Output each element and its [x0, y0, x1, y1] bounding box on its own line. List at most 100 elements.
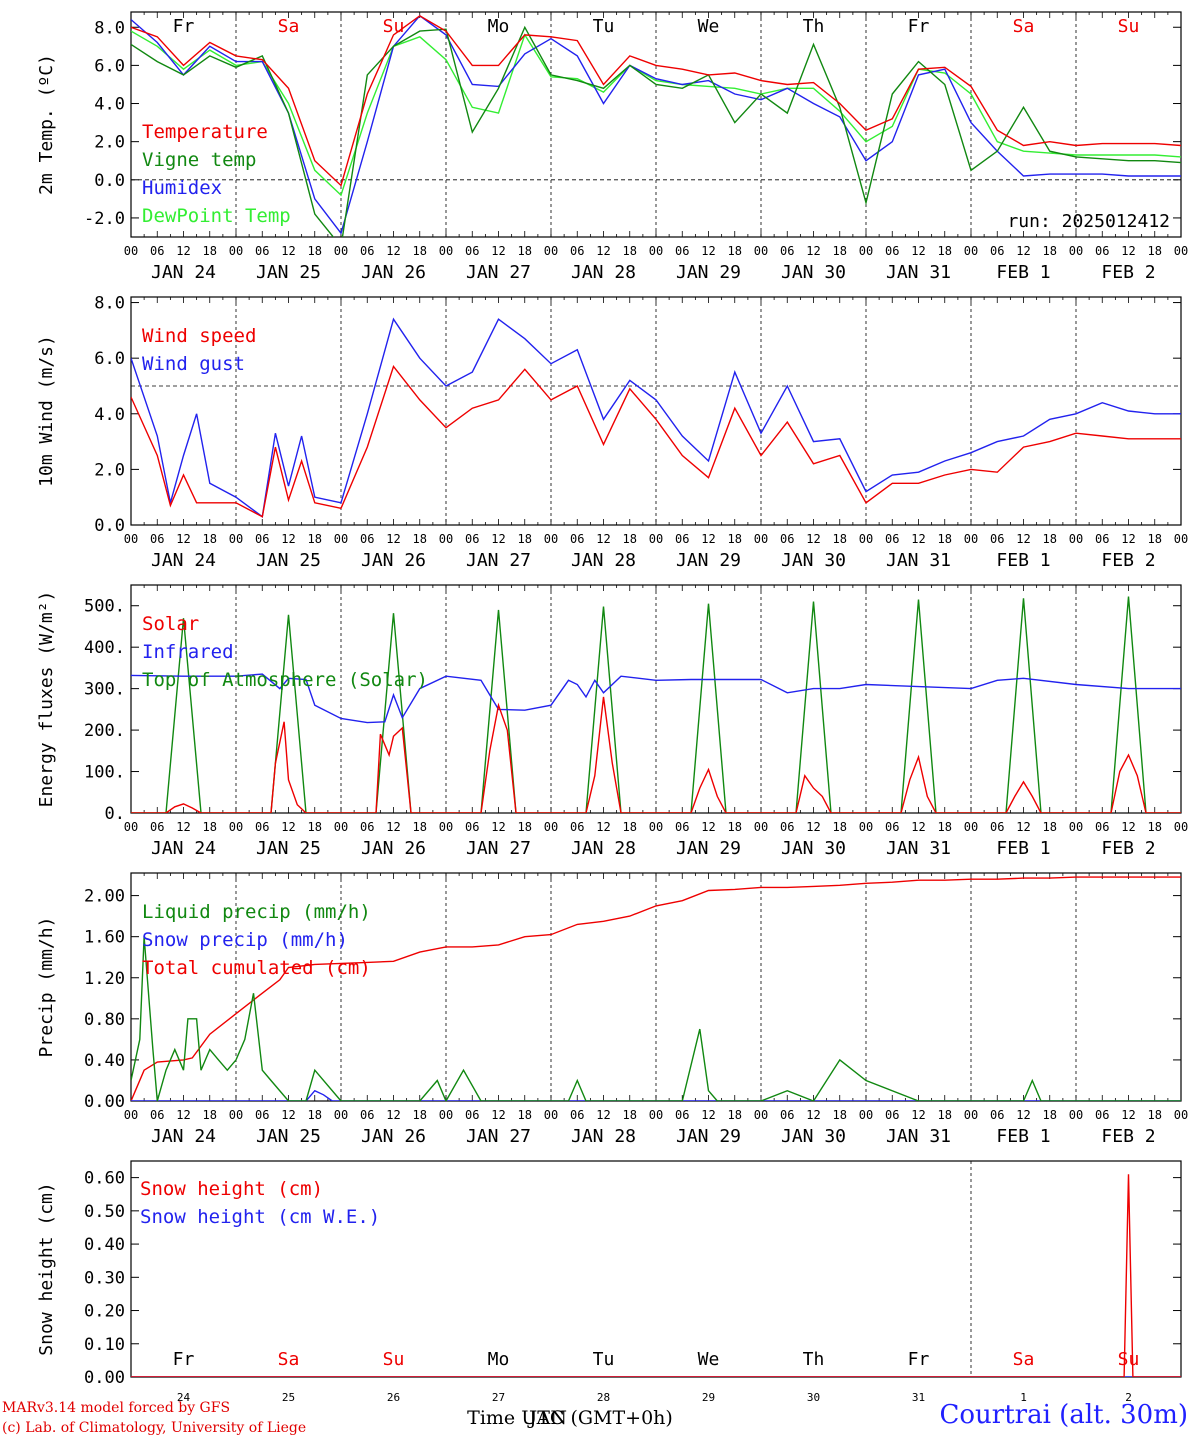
date-label: JAN 25	[256, 550, 321, 571]
x-tick-label: 00	[1069, 820, 1083, 834]
chart-panel-3: 00 06 12 18 00 06 12 18 00 06 12 18 00 06 12 18 00 06 12 18…	[36, 584, 1188, 859]
x-tick-label: 18	[308, 1108, 322, 1122]
y-tick-label: 500.	[84, 597, 125, 617]
x-tick-label: 00	[124, 532, 138, 546]
x-tick-label: 18	[1043, 1108, 1057, 1122]
x-tick-label: 06	[465, 1108, 479, 1122]
x-tick-label: 06	[150, 1108, 164, 1122]
y-tick-label: 4.0	[94, 95, 125, 115]
x-tick-label: 00	[229, 532, 243, 546]
y-tick-label: 0.30	[84, 1268, 125, 1288]
x-tick-label: 18	[203, 1108, 217, 1122]
station-title: Courtrai (alt. 30m)	[939, 1400, 1189, 1430]
x-tick-label: 18	[1043, 532, 1057, 546]
date-label: FEB 1	[996, 1126, 1050, 1147]
x-tick-label: 12	[1016, 532, 1030, 546]
x-tick-label: 00	[334, 820, 348, 834]
weekday-name: Su	[383, 16, 405, 37]
x-tick-label: 18	[1148, 532, 1162, 546]
x-tick-label: 12	[911, 1108, 925, 1122]
day-number: 29	[702, 1391, 715, 1404]
x-tick-label: 06	[255, 244, 269, 258]
legend-entry: Vigne temp	[142, 149, 256, 171]
x-tick-label: 06	[360, 244, 374, 258]
x-tick-label: 00	[649, 820, 663, 834]
x-tick-label: 12	[1121, 532, 1135, 546]
x-tick-label: 12	[1016, 1108, 1030, 1122]
legend-entry: Humidex	[142, 177, 222, 199]
x-tick-label: 00	[334, 532, 348, 546]
day-number: 30	[807, 1391, 820, 1404]
x-tick-label: 00	[439, 1108, 453, 1122]
x-tick-label: 06	[780, 532, 794, 546]
x-tick-label: 18	[833, 1108, 847, 1122]
y-axis-label: Snow height (cm)	[36, 1182, 57, 1355]
x-tick-label: 18	[938, 1108, 952, 1122]
x-tick-label: 12	[281, 532, 295, 546]
x-tick-label: 12	[491, 244, 505, 258]
x-tick-label: 12	[1121, 1108, 1135, 1122]
y-tick-label: 1.20	[84, 969, 125, 989]
date-label: JAN 27	[466, 550, 531, 571]
date-label: JAN 31	[886, 550, 951, 571]
x-tick-label: 06	[675, 1108, 689, 1122]
date-label: FEB 1	[996, 550, 1050, 571]
day-number: 28	[597, 1391, 610, 1404]
x-tick-label: 18	[623, 820, 637, 834]
x-tick-label: 00	[439, 532, 453, 546]
legend-entry: Solar	[142, 613, 199, 635]
date-label: JAN 24	[151, 550, 216, 571]
y-tick-label: 0.00	[84, 1092, 125, 1112]
y-tick-label: 1.60	[84, 928, 125, 948]
weekday-name: Tu	[593, 16, 615, 37]
x-tick-label: 18	[203, 244, 217, 258]
x-tick-label: 18	[623, 532, 637, 546]
x-tick-label: 06	[360, 1108, 374, 1122]
date-label: JAN 25	[256, 838, 321, 859]
x-tick-label: 18	[203, 532, 217, 546]
x-tick-label: 00	[859, 244, 873, 258]
y-tick-label: 2.00	[84, 887, 125, 907]
legend-entry: Snow precip (mm/h)	[142, 929, 348, 951]
x-tick-label: 06	[360, 820, 374, 834]
x-tick-label: 06	[255, 1108, 269, 1122]
weekday-name: Fr	[173, 1349, 195, 1370]
date-label: JAN 25	[256, 262, 321, 283]
weekday-name: Fr	[908, 16, 930, 37]
legend-entry: Infrared	[142, 641, 234, 663]
legend-entry: Snow height (cm W.E.)	[140, 1206, 380, 1228]
date-label: FEB 2	[1101, 838, 1155, 859]
y-tick-label: 0.00	[84, 1368, 125, 1388]
x-tick-label: 18	[728, 244, 742, 258]
model-credit: MARv3.14 model forced by GFS	[2, 1400, 231, 1416]
legend-entry: Wind gust	[142, 353, 245, 375]
y-tick-label: 0.20	[84, 1302, 125, 1322]
x-tick-label: 12	[491, 532, 505, 546]
time-axis-label: Time UTC (GMT+0h)	[467, 1407, 673, 1429]
x-tick-label: 12	[176, 532, 190, 546]
y-tick-label: 8.0	[94, 294, 125, 314]
x-tick-label: 00	[334, 1108, 348, 1122]
weekday-name: We	[698, 1349, 720, 1370]
date-label: JAN 27	[466, 262, 531, 283]
x-tick-label: 00	[544, 532, 558, 546]
x-tick-label: 12	[1121, 244, 1135, 258]
date-label: JAN 28	[571, 1126, 636, 1147]
chart-panel-5: 24 Fr 25 Sa 26 Su 27 Mo 28 Tu 29 We 30 Th 31 Fr 1 Sa 2 Su Ti…	[36, 1160, 1182, 1429]
legend-entry: Top of Atmosphere (Solar)	[142, 669, 428, 691]
date-label: JAN 31	[886, 262, 951, 283]
date-label: JAN 27	[466, 1126, 531, 1147]
x-tick-label: 06	[570, 820, 584, 834]
date-label: JAN 26	[361, 262, 426, 283]
y-tick-label: 0.	[105, 804, 125, 824]
weekday-name: Mo	[488, 16, 510, 37]
y-tick-label: 0.40	[84, 1235, 125, 1255]
x-tick-label: 12	[386, 244, 400, 258]
y-axis-label: Energy fluxes (W/m²)	[36, 591, 57, 808]
weekday-name: Fr	[173, 16, 195, 37]
y-tick-label: 0.60	[84, 1169, 125, 1189]
month-label: JAN	[527, 1407, 567, 1429]
x-tick-label: 18	[728, 1108, 742, 1122]
date-label: JAN 24	[151, 838, 216, 859]
x-tick-label: 12	[806, 244, 820, 258]
